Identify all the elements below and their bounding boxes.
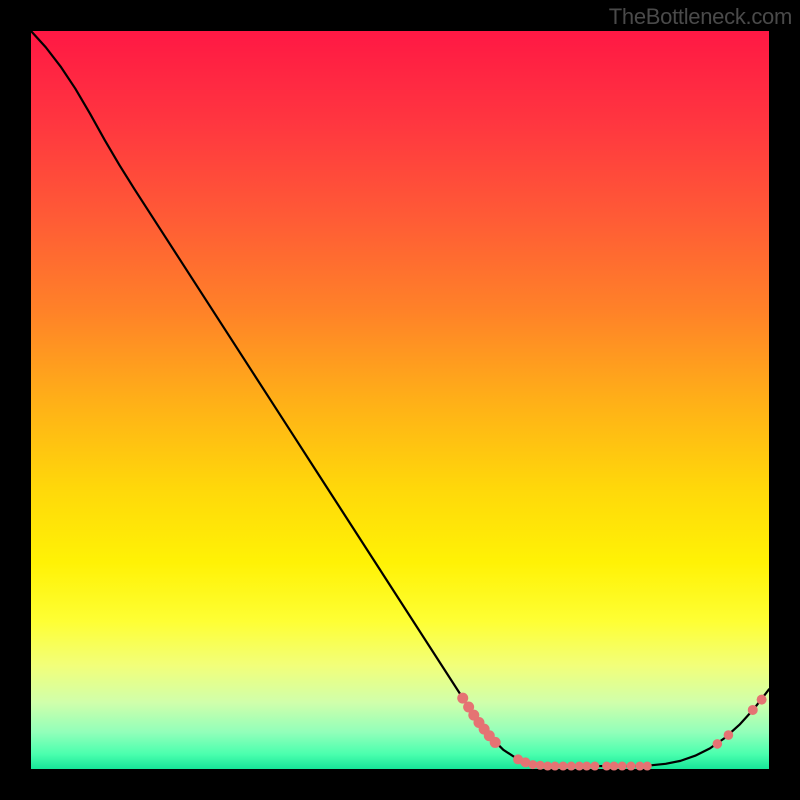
chart-container: TheBottleneck.com <box>0 0 800 800</box>
data-marker <box>626 762 635 771</box>
data-marker <box>567 762 576 771</box>
bottleneck-chart <box>0 0 800 800</box>
data-marker <box>490 737 501 748</box>
attribution-label: TheBottleneck.com <box>609 4 792 30</box>
plot-background <box>31 31 769 769</box>
data-marker <box>724 730 734 740</box>
data-marker <box>643 762 652 771</box>
data-marker <box>559 762 568 771</box>
data-marker <box>748 705 758 715</box>
data-marker <box>713 739 723 749</box>
data-marker <box>550 762 559 771</box>
data-marker <box>590 762 599 771</box>
data-marker <box>582 762 591 771</box>
data-marker <box>757 695 767 705</box>
data-marker <box>618 762 627 771</box>
data-marker <box>610 762 619 771</box>
